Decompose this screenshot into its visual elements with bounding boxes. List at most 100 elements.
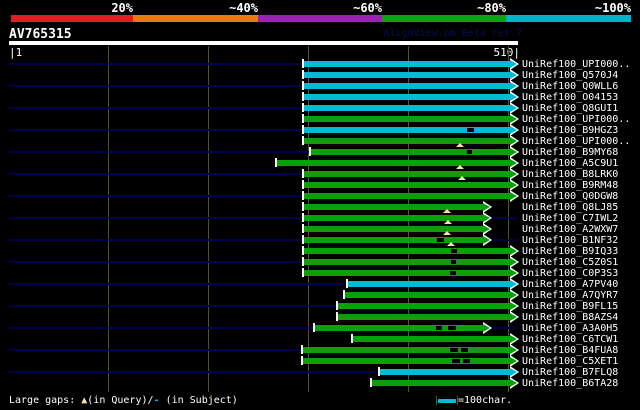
alignment-bar[interactable] bbox=[304, 72, 510, 78]
hit-label[interactable]: UniRef100_A3A0H5 bbox=[522, 323, 619, 334]
color-key-label: ~60% bbox=[353, 1, 382, 15]
hit-label[interactable]: UniRef100_B8AZS4 bbox=[522, 312, 619, 323]
hit-label[interactable]: UniRef100_C0P3S3 bbox=[522, 268, 619, 279]
bar-arrowhead-icon bbox=[510, 313, 517, 321]
ruler-end-label: 510| bbox=[493, 46, 521, 59]
alignment-bar[interactable] bbox=[304, 105, 510, 111]
bar-arrowhead-icon bbox=[510, 82, 517, 90]
alignment-bar[interactable] bbox=[304, 138, 510, 144]
alignment-row: UniRef100_C5Z0S1 bbox=[0, 256, 640, 268]
alignment-bar[interactable] bbox=[304, 248, 510, 254]
alignment-bar[interactable] bbox=[304, 193, 510, 199]
hit-label[interactable]: UniRef100_UPI000.. bbox=[522, 114, 631, 125]
alignment-bar[interactable] bbox=[315, 325, 483, 331]
subject-gap-dash bbox=[467, 128, 474, 132]
alignment-bar[interactable] bbox=[304, 116, 510, 122]
row-guide-line bbox=[9, 349, 518, 351]
hit-label[interactable]: UniRef100_UPI000.. bbox=[522, 59, 631, 70]
alignment-bar[interactable] bbox=[303, 347, 510, 353]
bar-start-tick bbox=[302, 180, 304, 189]
ruler-start-label: |1 bbox=[9, 46, 23, 59]
alignment-bar[interactable] bbox=[304, 171, 510, 177]
bar-start-tick bbox=[302, 235, 304, 244]
alignment-bar[interactable] bbox=[304, 83, 510, 89]
hit-label[interactable]: UniRef100_A7QYR7 bbox=[522, 290, 619, 301]
bar-arrowhead-icon bbox=[510, 115, 517, 123]
bar-arrowhead-icon bbox=[483, 324, 490, 332]
hit-label[interactable]: UniRef100_C5Z0S1 bbox=[522, 257, 619, 268]
hit-label[interactable]: UniRef100_B9FL15 bbox=[522, 301, 619, 312]
alignment-bar[interactable] bbox=[303, 358, 510, 364]
alignment-bar[interactable] bbox=[338, 314, 510, 320]
alignment-bar[interactable] bbox=[304, 226, 483, 232]
hit-label[interactable]: UniRef100_B9IQ33 bbox=[522, 246, 619, 257]
ruler-gridline bbox=[508, 46, 509, 392]
alignment-bar[interactable] bbox=[372, 380, 510, 386]
subject-gap-dash bbox=[448, 326, 456, 330]
alignment-bar[interactable] bbox=[311, 149, 510, 155]
bar-start-tick bbox=[302, 169, 304, 178]
alignment-bar[interactable] bbox=[345, 292, 510, 298]
alignment-bar[interactable] bbox=[304, 259, 510, 265]
alignment-row: UniRef100_B9IQ33 bbox=[0, 245, 640, 257]
hit-label[interactable]: UniRef100_B9MY68 bbox=[522, 147, 619, 158]
alignment-bar[interactable] bbox=[338, 303, 510, 309]
bar-start-tick bbox=[302, 213, 304, 222]
hit-label[interactable]: UniRef100_O04153 bbox=[522, 92, 619, 103]
hit-label[interactable]: UniRef100_B4FUA8 bbox=[522, 345, 619, 356]
hit-label[interactable]: UniRef100_B7FLQ8 bbox=[522, 367, 619, 378]
bar-arrowhead-icon bbox=[510, 258, 517, 266]
ruler-gridline bbox=[208, 46, 209, 392]
hit-label[interactable]: UniRef100_Q0WLL6 bbox=[522, 81, 619, 92]
alignment-bar[interactable] bbox=[277, 160, 510, 166]
bar-arrowhead-icon bbox=[510, 181, 517, 189]
scale-bar-label: =100char. bbox=[458, 395, 513, 406]
hit-label[interactable]: UniRef100_B8LRK0 bbox=[522, 169, 619, 180]
hit-label[interactable]: UniRef100_B9RM48 bbox=[522, 180, 619, 191]
alignment-bar[interactable] bbox=[304, 204, 483, 210]
bar-start-tick bbox=[301, 345, 303, 354]
hit-label[interactable]: UniRef100_C6TCW1 bbox=[522, 334, 619, 345]
alignment-bar[interactable] bbox=[304, 61, 510, 67]
hit-label[interactable]: UniRef100_A5C9U1 bbox=[522, 158, 619, 169]
alignment-bar[interactable] bbox=[304, 237, 483, 243]
scale-bar-100char bbox=[438, 399, 456, 403]
bar-start-tick bbox=[302, 81, 304, 90]
row-guide-line bbox=[9, 327, 518, 329]
subject-gap-dash bbox=[450, 348, 458, 352]
hit-label[interactable]: UniRef100_UPI000.. bbox=[522, 136, 631, 147]
alignment-row: UniRef100_A7QYR7 bbox=[0, 289, 640, 301]
alignment-row: UniRef100_B1NF32 bbox=[0, 234, 640, 246]
alignment-bar[interactable] bbox=[304, 94, 510, 100]
bar-start-tick bbox=[302, 191, 304, 200]
row-guide-line bbox=[9, 261, 518, 263]
alignment-bar[interactable] bbox=[304, 182, 510, 188]
hit-label[interactable]: UniRef100_B6TA28 bbox=[522, 378, 619, 389]
hit-label[interactable]: UniRef100_A2WXW7 bbox=[522, 224, 619, 235]
alignment-bar[interactable] bbox=[304, 127, 510, 133]
alignment-bar[interactable] bbox=[304, 270, 510, 276]
hit-label[interactable]: UniRef100_C5XET1 bbox=[522, 356, 619, 367]
hit-label[interactable]: UniRef100_C7IWL2 bbox=[522, 213, 619, 224]
bar-start-tick bbox=[309, 147, 311, 156]
bar-start-tick bbox=[302, 224, 304, 233]
hit-label[interactable]: UniRef100_B1NF32 bbox=[522, 235, 619, 246]
alignment-bar[interactable] bbox=[353, 336, 510, 342]
bar-start-tick bbox=[302, 246, 304, 255]
alignment-bar[interactable] bbox=[348, 281, 510, 287]
alignment-row: UniRef100_O04153 bbox=[0, 91, 640, 103]
bar-arrowhead-icon bbox=[483, 236, 490, 244]
hit-label[interactable]: UniRef100_Q570J4 bbox=[522, 70, 619, 81]
hit-label[interactable]: UniRef100_Q8GUI1 bbox=[522, 103, 619, 114]
hit-label[interactable]: UniRef100_Q0DGW8 bbox=[522, 191, 619, 202]
hit-label[interactable]: UniRef100_B9HGZ3 bbox=[522, 125, 619, 136]
hit-label[interactable]: UniRef100_A7PV40 bbox=[522, 279, 619, 290]
alignment-bar[interactable] bbox=[380, 369, 510, 375]
query-gap-marker-icon bbox=[458, 176, 466, 180]
hit-label[interactable]: UniRef100_Q8LJ85 bbox=[522, 202, 619, 213]
bar-start-tick bbox=[302, 70, 304, 79]
bar-start-tick bbox=[302, 257, 304, 266]
alignment-bar[interactable] bbox=[304, 215, 483, 221]
bar-start-tick bbox=[351, 334, 353, 343]
